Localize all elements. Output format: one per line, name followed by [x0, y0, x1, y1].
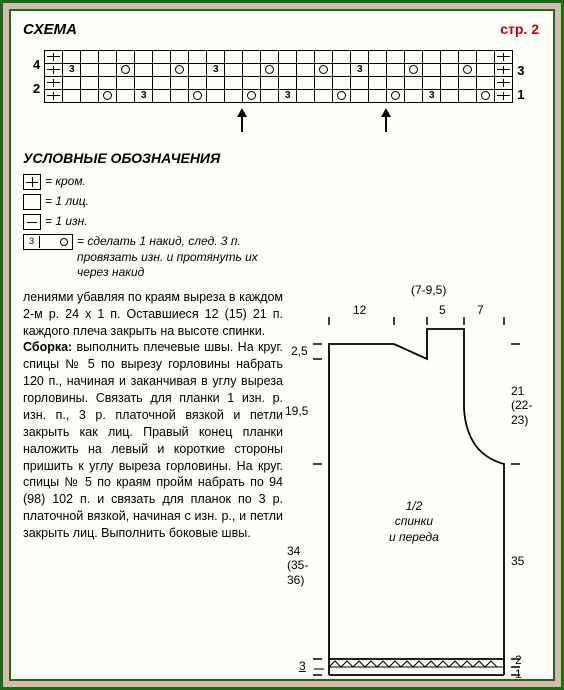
dim-left-3u: 3 [299, 659, 306, 673]
symbol-nakid: 3 [23, 234, 73, 250]
legend-text: = 1 лиц. [45, 194, 541, 210]
bold-label: Сборка: [23, 340, 72, 354]
legend-row-krom: = кром. [23, 174, 541, 190]
page-content: стр. 2 СХЕМА 4 2 333333 3 1 УСЛОВНЫЕ ОБО… [9, 9, 555, 681]
dim-top-7: 7 [477, 303, 484, 317]
row-label: 3 [517, 63, 524, 78]
row-label: 4 [33, 57, 40, 72]
dim-top-5: 5 [439, 303, 446, 317]
symbol-empty [23, 194, 41, 210]
dim-top-12: 12 [353, 303, 366, 317]
dim-right-35: 35 [511, 554, 524, 568]
legend-row-nakid: 3 = сделать 1 накид, след. 3 п. провязат… [23, 234, 273, 281]
chart-repeat-arrows [29, 108, 541, 136]
symbol-dash [23, 214, 41, 230]
legend-text: = сделать 1 накид, след. 3 п. провязать … [77, 234, 273, 281]
dim-right-21: 21 (22- 23) [511, 384, 532, 427]
chart-right-row-labels: 3 1 [513, 46, 528, 106]
garment-center-label: 1/2 спинки и переда [389, 499, 439, 546]
dim-left-2-5: 2,5 [291, 344, 308, 358]
knitting-chart: 4 2 333333 3 1 [29, 46, 541, 136]
legend-text: = 1 изн. [45, 214, 541, 230]
legend-title: УСЛОВНЫЕ ОБОЗНАЧЕНИЯ [23, 150, 541, 166]
dim-top-neck: (7-9,5) [411, 283, 446, 297]
row-label: 2 [33, 81, 40, 96]
row-label: 1 [517, 87, 524, 102]
dim-right-2: 2 [515, 653, 522, 667]
instructions-text: лениями убавляя по краям выреза в каждом… [23, 289, 289, 681]
legend-row-izn: = 1 изн. [23, 214, 541, 230]
outer-frame: стр. 2 СХЕМА 4 2 333333 3 1 УСЛОВНЫЕ ОБО… [0, 0, 564, 690]
chart-left-row-labels: 4 2 [29, 52, 44, 100]
dim-left-34: 34 (35- 36) [287, 544, 308, 587]
symbol-plus [23, 174, 41, 190]
schema-title: СХЕМА [23, 21, 541, 38]
symbol-cell-num: 3 [24, 236, 40, 248]
paragraph: выполнить плечевые швы. На круг. спицы №… [23, 340, 283, 540]
garment-schematic: (7-9,5) 12 5 7 2,5 19,5 34 (35- 36) 3 21… [289, 289, 541, 681]
garment-svg [289, 289, 529, 681]
paragraph: лениями убавляя по краям выреза в каждом… [23, 290, 283, 338]
lower-content: лениями убавляя по краям выреза в каждом… [23, 289, 541, 681]
page-number: стр. 2 [500, 21, 539, 37]
legend-row-lic: = 1 лиц. [23, 194, 541, 210]
dim-right-1: 1 [515, 667, 522, 681]
dim-left-19-5: 19,5 [285, 404, 308, 418]
chart-grid: 333333 [44, 50, 513, 103]
legend-text: = кром. [45, 174, 541, 190]
